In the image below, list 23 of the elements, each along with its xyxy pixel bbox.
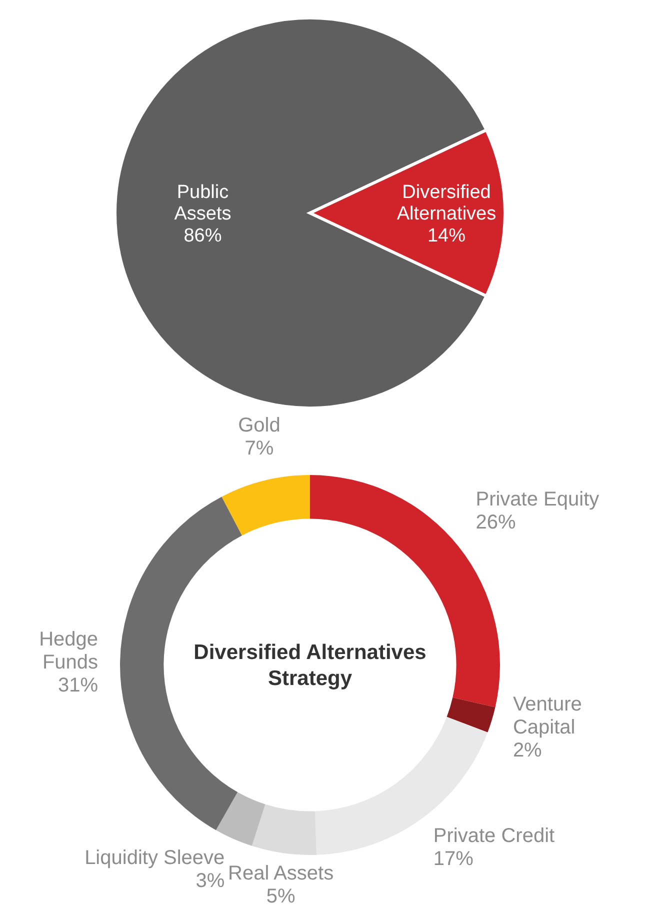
data-label: 14% [427,226,466,246]
donut-slice [446,698,496,732]
data-label: 86% [184,226,222,246]
slice-label: Diversified Alternatives [396,182,496,225]
text: Diversified Alternatives Strategy [194,641,426,690]
data-label: 31% [58,674,98,696]
data-label: 5% [266,886,296,908]
slice-label: Gold [238,414,280,437]
slice-label: Public Assets [174,182,232,225]
donut-slice [252,804,317,855]
donut-slice [222,475,310,536]
data-label: 2% [512,739,542,762]
data-label: 7% [244,438,274,460]
data-label: 26% [476,511,516,534]
data-label: 17% [433,848,474,870]
donut-slice [216,792,266,846]
slice-label: Private Equity [476,488,600,510]
slice-label: Venture Capital [512,693,582,738]
slice-label: Real Assets [228,862,334,885]
slice-label: Private Credit [433,825,556,848]
slice-label: Hedge Funds [39,628,98,674]
slice-label: Liquidity Sleeve [84,846,225,869]
data-label: 3% [196,870,225,892]
